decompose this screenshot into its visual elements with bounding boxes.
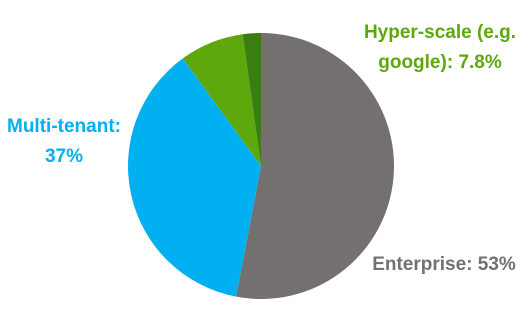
pie-slice bbox=[236, 33, 395, 299]
pie-slice bbox=[128, 58, 261, 297]
pie-slice bbox=[182, 34, 261, 166]
category-label: Hyper-scale (e.g. google): bbox=[363, 22, 517, 73]
slice-label: Enterprise: 53% bbox=[359, 250, 529, 280]
slice-label: Hyper-scale (e.g. google): 7.8% bbox=[345, 18, 529, 78]
pie-slice bbox=[242, 33, 261, 166]
value-label: 7.8% bbox=[458, 52, 502, 73]
category-label: Multi-tenant: bbox=[7, 116, 121, 137]
category-label: Enterprise: bbox=[372, 254, 473, 275]
slice-label: Multi-tenant: 37% bbox=[0, 112, 128, 172]
value-label: 53% bbox=[477, 254, 516, 275]
value-label: 37% bbox=[44, 146, 84, 167]
